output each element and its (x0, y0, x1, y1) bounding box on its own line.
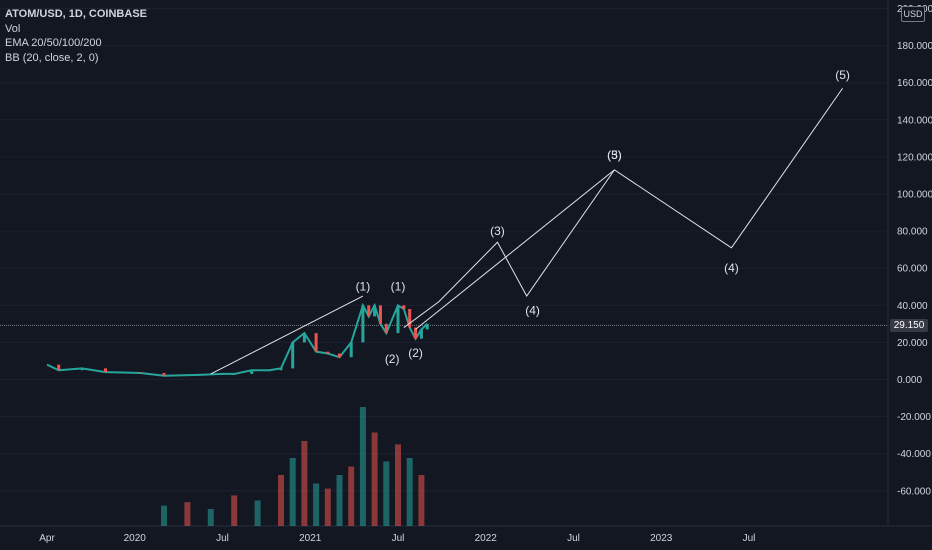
y-tick-label: 60.000 (897, 264, 928, 275)
candle (396, 305, 400, 334)
y-tick-label: 160.000 (897, 78, 932, 89)
y-tick-label: 20.000 (897, 338, 928, 349)
y-tick-label: 80.000 (897, 227, 928, 238)
candle (139, 372, 143, 374)
ema-indicator-label[interactable]: EMA 20/50/100/200 (5, 37, 102, 49)
wave-label: (2) (385, 352, 400, 366)
wave-path (403, 169, 615, 328)
wave-label: (4) (724, 261, 739, 275)
wave-label: (1) (391, 279, 406, 293)
volume-bar (324, 488, 331, 526)
candle (373, 305, 377, 317)
indicator-legend: ATOM/USD, 1D, COINBASE Vol EMA 20/50/100… (5, 7, 147, 65)
current-price-tag: 29.150 (890, 319, 928, 332)
volume-bar (359, 407, 366, 526)
bb-indicator-label[interactable]: BB (20, close, 2, 0) (5, 51, 99, 64)
x-axis: Apr 2020 Jul 2021 Jul 2022 Jul 2023 Jul (39, 533, 755, 544)
y-tick-label: -40.000 (897, 449, 931, 460)
y-tick-label: 0.000 (897, 375, 922, 386)
wave-path (210, 295, 364, 375)
wave-path (415, 87, 844, 330)
candle (361, 305, 365, 343)
candle (302, 333, 306, 343)
candle (267, 370, 271, 372)
price-series (46, 302, 429, 377)
volume-bar (371, 432, 378, 526)
volume-bar (184, 502, 191, 526)
candle (408, 309, 412, 328)
candle (80, 368, 84, 371)
x-tick-label: Jul (567, 533, 580, 544)
volume-bars (161, 407, 425, 526)
volume-bar (231, 495, 238, 526)
volume-bar (395, 444, 401, 526)
volume-bar (207, 509, 214, 526)
wave-label: (5) (607, 148, 622, 162)
x-tick-label: Jul (743, 533, 756, 544)
y-tick-label: -60.000 (897, 486, 931, 497)
y-tick-label: 100.000 (897, 190, 932, 201)
candle (419, 329, 423, 339)
x-tick-label: Jul (392, 533, 405, 544)
volume-bar (406, 458, 413, 526)
volume-bar (278, 475, 284, 526)
candle (338, 353, 341, 358)
y-tick-label: -20.000 (897, 412, 931, 423)
volume-bar (418, 475, 425, 526)
x-tick-label: 2021 (299, 533, 322, 544)
candle (425, 323, 429, 330)
candle (104, 368, 107, 373)
candle (221, 373, 224, 375)
x-tick-label: 2023 (650, 533, 673, 544)
candle (314, 333, 318, 352)
volume-bar (254, 500, 261, 526)
wave-labels: (1) (1)(2) (2)(3)(4)(5)(3)(4)(5) (356, 68, 850, 366)
y-tick-label: 180.000 (897, 41, 932, 52)
y-axis: 200.000180.000160.000140.000120.000100.0… (897, 4, 932, 497)
candle (384, 323, 388, 334)
candle (326, 351, 330, 354)
candle (162, 373, 166, 376)
x-tick-label: Apr (39, 533, 55, 544)
volume-indicator-label[interactable]: Vol (5, 22, 21, 35)
y-tick-label: 120.000 (897, 152, 932, 163)
x-tick-label: Jul (216, 533, 229, 544)
volume-bar (289, 458, 296, 526)
candle (232, 373, 236, 375)
candle (378, 305, 382, 324)
symbol-label[interactable]: ATOM/USD, 1D, COINBASE (5, 8, 147, 20)
currency-button[interactable]: USD (901, 6, 925, 22)
wave-label: (5) (835, 68, 850, 82)
volume-bar (336, 475, 343, 526)
x-tick-label: 2020 (124, 533, 147, 544)
candle (279, 368, 283, 371)
candle (367, 305, 371, 317)
volume-bar (348, 466, 355, 526)
x-tick-label: 2022 (475, 533, 498, 544)
wave-label: (3) (607, 148, 622, 162)
y-tick-label: 40.000 (897, 301, 928, 312)
wave-label: (1) (356, 279, 371, 293)
wave-label: (3) (490, 224, 505, 238)
candle (197, 374, 201, 376)
wave-label: (4) (525, 304, 540, 318)
candle (402, 305, 406, 310)
candle (349, 342, 353, 358)
volume-bar (383, 461, 390, 526)
wave-lines (210, 87, 844, 375)
candle (414, 327, 418, 339)
candle (57, 364, 61, 371)
candle (250, 370, 254, 374)
volume-bar (313, 483, 320, 526)
grid (0, 0, 932, 527)
volume-bar (301, 441, 308, 526)
wave-label: (2) (408, 346, 423, 360)
y-tick-label: 140.000 (897, 115, 932, 126)
candle (291, 342, 295, 369)
volume-bar (161, 505, 167, 526)
